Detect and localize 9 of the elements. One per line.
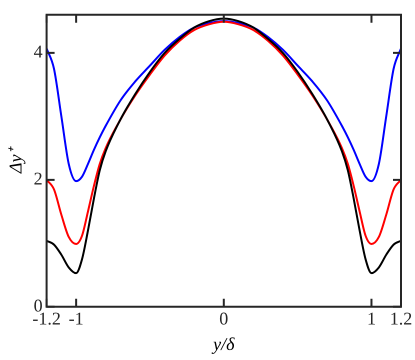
line-series bbox=[46, 20, 401, 182]
x-tick-label: 1 bbox=[366, 308, 376, 328]
y-tick-label: 4 bbox=[34, 42, 43, 62]
x-tick-label: 1.2 bbox=[390, 308, 412, 328]
y-axis-title: Δy⁺ bbox=[6, 146, 26, 174]
y-tick-label: 2 bbox=[34, 168, 43, 189]
x-tick-label: -1 bbox=[68, 308, 84, 328]
x-tick-label: 0 bbox=[219, 308, 228, 328]
x-axis-title: y/δ bbox=[211, 334, 236, 354]
